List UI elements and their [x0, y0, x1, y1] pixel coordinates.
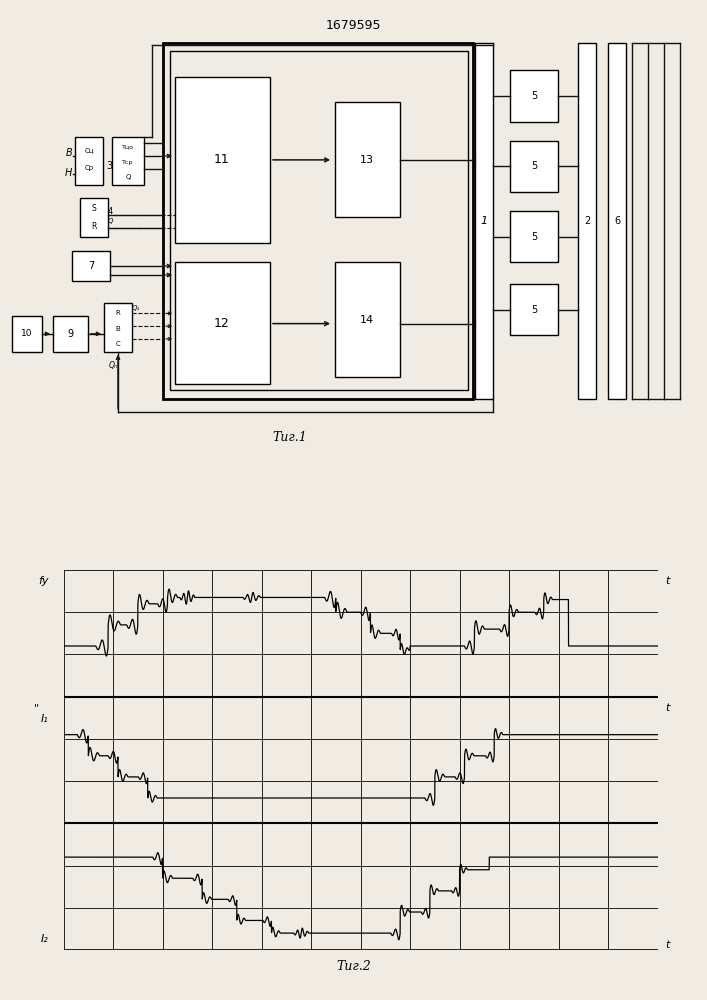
Bar [510, 70, 558, 122]
Text: t: t [665, 703, 670, 713]
Bar [475, 43, 493, 399]
Text: Tцо: Tцо [122, 145, 134, 150]
Text: I₂: I₂ [41, 934, 49, 944]
Text: 1679595: 1679595 [325, 19, 381, 32]
Text: C: C [116, 341, 120, 347]
Text: t: t [665, 576, 670, 586]
Text: 5: 5 [531, 305, 537, 315]
Text: Q₁: Q₁ [132, 305, 140, 311]
Text: B: B [116, 326, 120, 332]
Text: 5: 5 [531, 232, 537, 242]
Text: Тср: Тср [122, 160, 134, 165]
Text: ": " [34, 703, 39, 713]
Text: Τиг.2: Τиг.2 [336, 960, 371, 974]
Text: fу: fу [38, 576, 49, 586]
Text: 13: 13 [360, 155, 374, 165]
Bar [112, 137, 144, 185]
Bar [175, 262, 270, 384]
Text: S: S [92, 204, 96, 213]
Bar [12, 316, 42, 352]
Bar [510, 284, 558, 335]
Text: Cp: Cp [84, 165, 93, 171]
Bar [335, 102, 400, 217]
Text: 10: 10 [21, 329, 33, 338]
Bar [104, 303, 132, 352]
Text: Q: Q [125, 174, 131, 180]
Bar [335, 262, 400, 377]
Text: 14: 14 [360, 315, 374, 325]
Text: t: t [665, 940, 670, 950]
Bar [510, 141, 558, 192]
Bar [175, 77, 270, 243]
Text: 11: 11 [214, 153, 230, 166]
Text: 3: 3 [106, 161, 112, 171]
Text: 7: 7 [88, 261, 94, 271]
Bar [170, 51, 468, 390]
Bar [578, 43, 596, 399]
Text: 2: 2 [584, 216, 590, 226]
Text: 5: 5 [531, 91, 537, 101]
Text: 6: 6 [614, 216, 620, 226]
Bar [72, 251, 110, 281]
Bar [53, 316, 88, 352]
Bar [163, 43, 473, 399]
Text: B: B [65, 148, 72, 158]
Text: 9: 9 [67, 329, 73, 339]
Bar [608, 43, 626, 399]
Text: 4: 4 [108, 207, 113, 216]
Text: H: H [64, 168, 72, 178]
Text: Qₙ: Qₙ [108, 361, 117, 370]
Bar [80, 198, 108, 237]
Text: I₁: I₁ [41, 714, 49, 724]
Text: Q: Q [108, 218, 114, 224]
Bar [75, 137, 103, 185]
Text: Cц: Cц [84, 147, 94, 153]
Bar [510, 211, 558, 262]
Text: Τиг.1: Τиг.1 [273, 431, 308, 444]
Text: 5: 5 [531, 161, 537, 171]
Text: R: R [116, 310, 120, 316]
Text: 1: 1 [481, 216, 488, 226]
Text: 12: 12 [214, 317, 230, 330]
Text: R: R [91, 222, 97, 231]
